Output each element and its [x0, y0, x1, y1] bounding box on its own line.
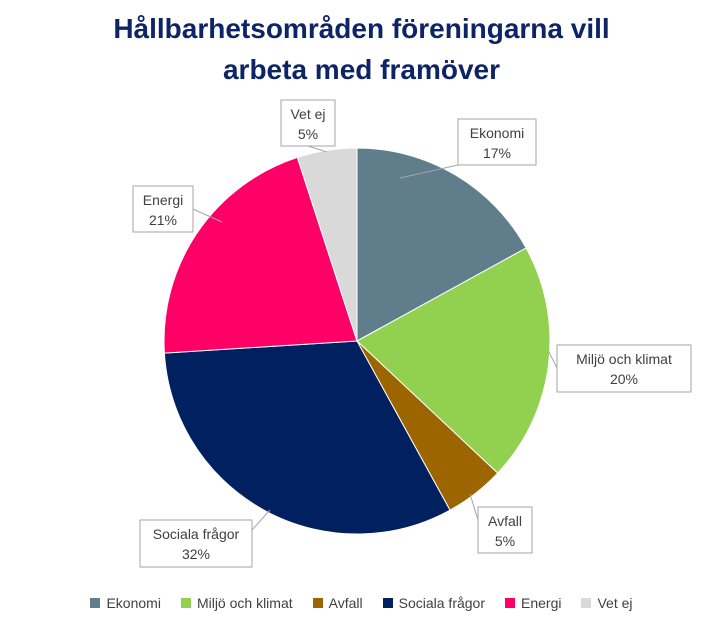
data-label-vet-ej: Vet ej 5%: [280, 99, 336, 153]
legend-label: Vet ej: [597, 595, 633, 611]
label-category: Sociala frågor: [153, 526, 240, 542]
label-box: [132, 185, 194, 233]
label-percent: 32%: [182, 546, 210, 562]
leader-line: [547, 349, 558, 369]
legend-swatch: [90, 598, 101, 608]
label-category: Energi: [143, 192, 183, 208]
label-percent: 17%: [483, 145, 511, 161]
leader-line: [251, 509, 271, 531]
label-box: [477, 506, 533, 554]
label-box: [457, 118, 537, 166]
label-category: Miljö och klimat: [576, 351, 672, 367]
legend-item: Vet ej: [581, 595, 633, 611]
pie-slice-ekonomi: [356, 147, 527, 342]
legend-label: Ekonomi: [106, 595, 161, 611]
pie-slice-energi: [163, 156, 358, 354]
legend-item: Miljö och klimat: [180, 595, 293, 611]
label-box: [556, 344, 692, 393]
leader-line: [469, 493, 479, 521]
leader-line: [307, 145, 328, 153]
legend-item: Avfall: [312, 595, 363, 611]
label-category: Ekonomi: [470, 125, 524, 141]
legend-label: Avfall: [328, 595, 363, 611]
legend-swatch: [382, 598, 393, 608]
legend-label: Miljö och klimat: [196, 595, 293, 611]
chart-title-line-2: arbeta med framöver: [222, 54, 500, 85]
chart-title: Hållbarhetsområden föreningarna vill arb…: [0, 8, 723, 90]
legend-swatch: [581, 598, 592, 608]
data-label-avfall: Avfall 5%: [469, 493, 533, 554]
legend-item: Ekonomi: [90, 595, 161, 611]
label-category: Vet ej: [290, 106, 325, 122]
data-label-ekonomi: Ekonomi 17%: [399, 118, 537, 179]
pie-chart: Ekonomi 17% Miljö och klimat 20% Avfall 5% Soc…: [132, 99, 692, 568]
label-category: Avfall: [488, 513, 522, 529]
legend-item: Energi: [505, 595, 561, 611]
pie-slice-sociala-frågor: [163, 340, 451, 535]
leader-line: [399, 164, 459, 179]
leader-line: [192, 208, 223, 223]
chart-legend: Ekonomi Miljö och klimat Avfall Sociala frå…: [0, 595, 723, 611]
label-percent: 20%: [610, 371, 638, 387]
pie-slice-vet-ej: [296, 147, 358, 342]
legend-swatch: [180, 598, 191, 608]
data-label-miljö-och-klimat: Miljö och klimat 20%: [547, 344, 692, 393]
label-percent: 21%: [149, 212, 177, 228]
label-percent: 5%: [298, 126, 318, 142]
data-label-energi: Energi 21%: [132, 185, 223, 233]
chart-title-line-1: Hållbarhetsområden föreningarna vill: [113, 13, 610, 44]
data-label-sociala-frågor: Sociala frågor 32%: [139, 509, 271, 568]
label-box: [139, 519, 253, 568]
legend-label: Energi: [521, 595, 562, 611]
label-box: [280, 99, 336, 147]
legend-item: Sociala frågor: [382, 595, 486, 611]
legend-label: Sociala frågor: [398, 595, 486, 611]
pie-slice-miljö-och-klimat: [356, 247, 551, 474]
legend-swatch: [312, 598, 323, 608]
legend-swatch: [505, 598, 516, 608]
label-percent: 5%: [495, 533, 515, 549]
